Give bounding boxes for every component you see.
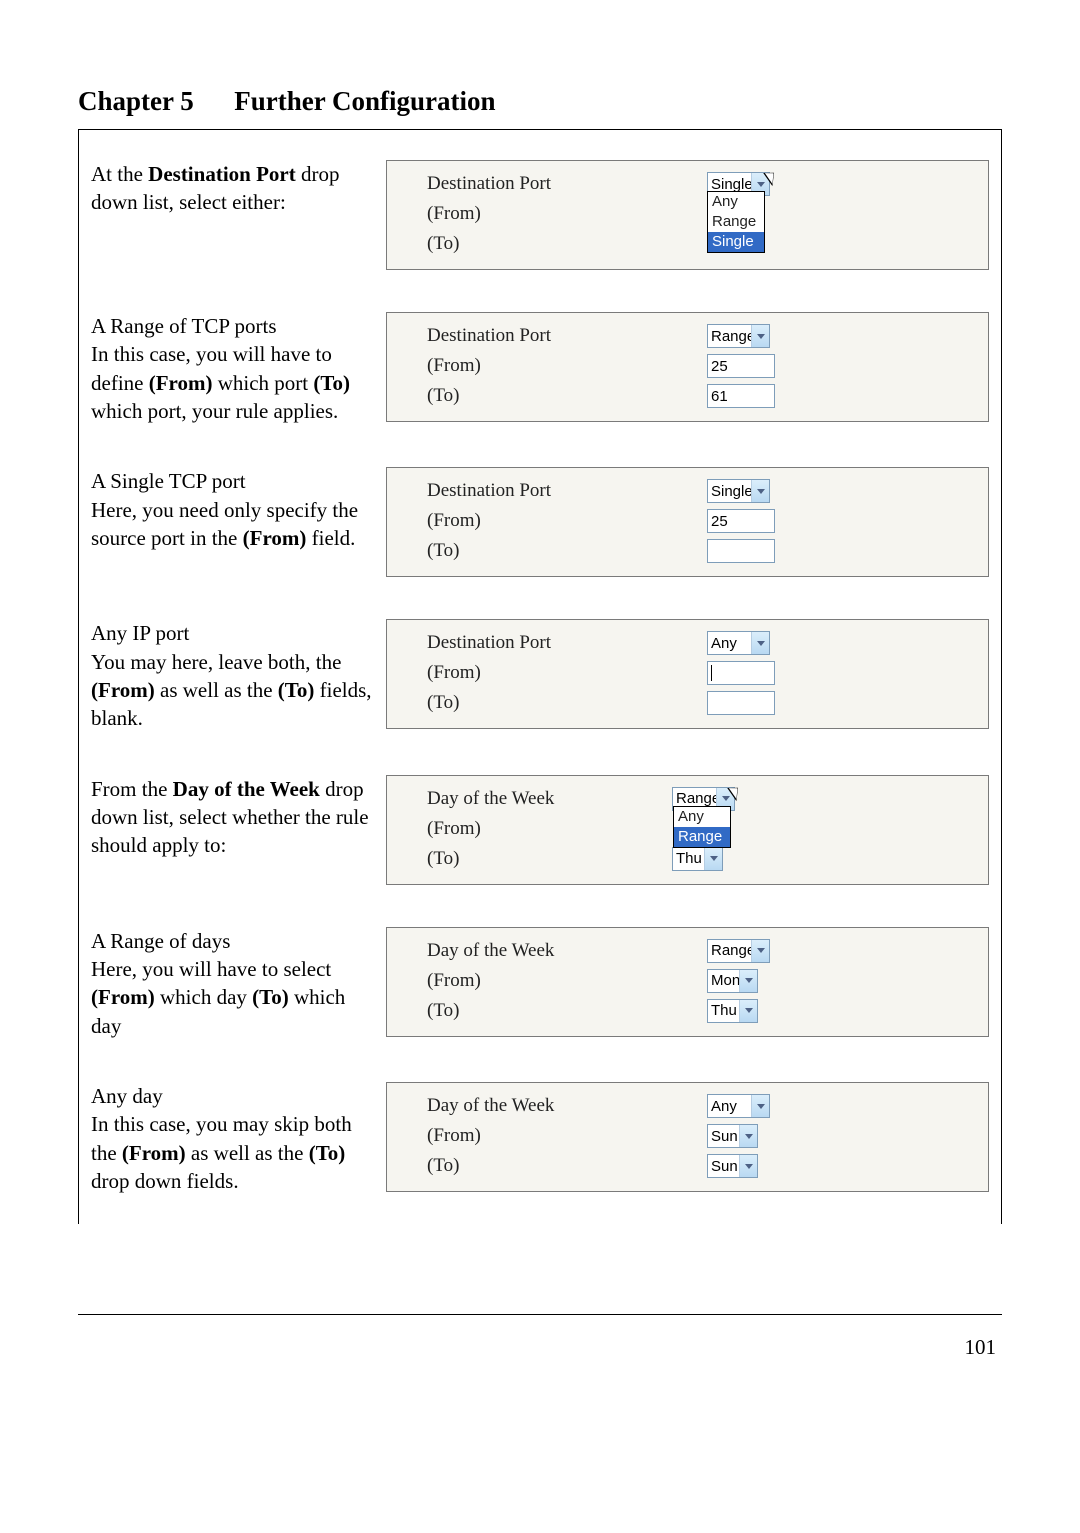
field-label: Day of the Week <box>427 788 672 810</box>
chevron-down-icon <box>739 1155 757 1177</box>
chevron-down-icon <box>751 480 769 502</box>
input-field[interactable] <box>707 691 775 715</box>
chapter-label: Chapter 5 <box>78 86 194 116</box>
config-row: A Single TCP portHere, you need only spe… <box>91 467 989 577</box>
field-label: Destination Port <box>427 325 707 347</box>
field-label: (To) <box>427 385 707 407</box>
description-text: A Range of TCP portsIn this case, you wi… <box>91 312 386 425</box>
dropdown[interactable]: Thu <box>707 999 758 1023</box>
dropdown-option[interactable]: Range <box>674 827 730 847</box>
chevron-down-icon <box>739 1125 757 1147</box>
dropdown-list[interactable]: AnyRangeSingle <box>707 191 765 253</box>
input-field[interactable]: 25 <box>707 509 775 533</box>
description-text: From the Day of the Week drop down list,… <box>91 775 386 860</box>
field-label: (To) <box>427 1000 707 1022</box>
field-label: (From) <box>427 203 707 225</box>
dropdown[interactable]: Any <box>707 631 770 655</box>
text-cursor <box>711 665 712 681</box>
input-field[interactable] <box>707 539 775 563</box>
input-field[interactable]: 25 <box>707 354 775 378</box>
config-row: A Range of daysHere, you will have to se… <box>91 927 989 1040</box>
input-field[interactable] <box>707 661 775 685</box>
field-label: Day of the Week <box>427 1095 707 1117</box>
field-label: (To) <box>427 233 707 255</box>
chevron-down-icon <box>751 1095 769 1117</box>
config-row: Any IP portYou may here, leave both, the… <box>91 619 989 732</box>
field-label: Destination Port <box>427 173 707 195</box>
ui-panel: Destination PortAny(From) (To) <box>386 619 989 729</box>
dropdown-option[interactable]: Single <box>708 232 764 252</box>
dropdown[interactable]: Sun <box>707 1154 758 1178</box>
chapter-heading: Chapter 5 Further Configuration <box>78 86 1002 117</box>
ui-panel: Destination PortRange(From)25(To)61 <box>386 312 989 422</box>
ui-panel: Day of the WeekRange(From) (To)ThuAnyRang… <box>386 775 989 885</box>
config-row: At the Destination Port drop down list, … <box>91 160 989 270</box>
ui-panel: Day of the WeekAny(From)Sun(To)Sun <box>386 1082 989 1192</box>
chevron-down-icon <box>751 325 769 347</box>
field-label: (To) <box>427 1155 707 1177</box>
field-label: Destination Port <box>427 480 707 502</box>
dropdown[interactable]: Sun <box>707 1124 758 1148</box>
description-text: At the Destination Port drop down list, … <box>91 160 386 217</box>
field-label: (To) <box>427 848 672 870</box>
field-label: Destination Port <box>427 632 707 654</box>
dropdown[interactable]: Range <box>707 939 770 963</box>
chevron-down-icon <box>739 970 757 992</box>
dropdown-option[interactable]: Range <box>708 212 764 232</box>
cursor-icon <box>767 169 781 187</box>
field-label: (To) <box>427 692 707 714</box>
config-row: Any dayIn this case, you may skip both t… <box>91 1082 989 1195</box>
description-text: Any dayIn this case, you may skip both t… <box>91 1082 386 1195</box>
dropdown[interactable]: Any <box>707 1094 770 1118</box>
chevron-down-icon <box>704 848 722 870</box>
config-row: A Range of TCP portsIn this case, you wi… <box>91 312 989 425</box>
dropdown[interactable]: Thu <box>672 847 723 871</box>
dropdown[interactable]: Single <box>707 479 770 503</box>
ui-panel: Day of the WeekRange(From)Mon(To)Thu <box>386 927 989 1037</box>
dropdown[interactable]: Range <box>707 324 770 348</box>
rule-bottom <box>78 1314 1002 1315</box>
chevron-down-icon <box>751 632 769 654</box>
dropdown-list[interactable]: AnyRange <box>673 806 731 848</box>
dropdown-option[interactable]: Any <box>674 807 730 827</box>
cursor-icon <box>731 784 745 802</box>
description-text: Any IP portYou may here, leave both, the… <box>91 619 386 732</box>
page-number: 101 <box>78 1335 1002 1360</box>
field-label: Day of the Week <box>427 940 707 962</box>
field-label: (From) <box>427 970 707 992</box>
field-label: (From) <box>427 818 672 840</box>
config-row: From the Day of the Week drop down list,… <box>91 775 989 885</box>
chevron-down-icon <box>739 1000 757 1022</box>
dropdown-option[interactable]: Any <box>708 192 764 212</box>
dropdown[interactable]: Mon <box>707 969 758 993</box>
chevron-down-icon <box>751 940 769 962</box>
chapter-title-text: Further Configuration <box>234 86 495 116</box>
description-text: A Single TCP portHere, you need only spe… <box>91 467 386 552</box>
field-label: (From) <box>427 1125 707 1147</box>
ui-panel: Destination PortSingle(From)25(To) <box>386 467 989 577</box>
content-frame: At the Destination Port drop down list, … <box>78 130 1002 1224</box>
ui-panel: Destination PortSingle(From)(To)AnyRange… <box>386 160 989 270</box>
field-label: (From) <box>427 355 707 377</box>
field-label: (To) <box>427 540 707 562</box>
field-label: (From) <box>427 510 707 532</box>
input-field[interactable]: 61 <box>707 384 775 408</box>
description-text: A Range of daysHere, you will have to se… <box>91 927 386 1040</box>
field-label: (From) <box>427 662 707 684</box>
